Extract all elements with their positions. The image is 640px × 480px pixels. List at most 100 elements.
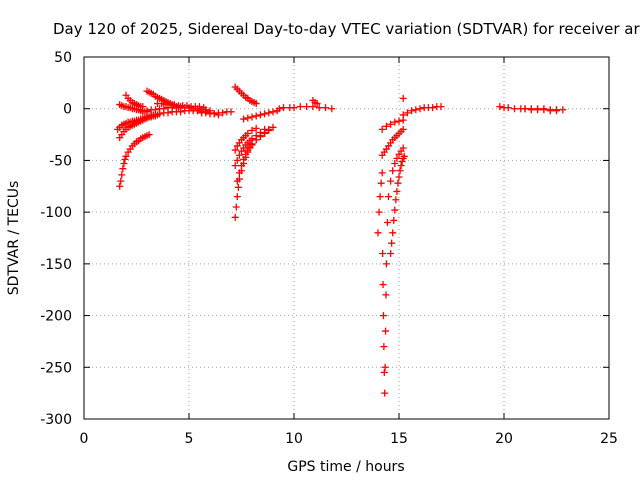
data-point: [244, 130, 252, 138]
data-point: [183, 102, 191, 110]
data-point: [398, 157, 406, 165]
data-point: [231, 162, 239, 170]
data-point: [202, 109, 210, 117]
data-point: [275, 105, 283, 113]
x-tick-label: 10: [285, 431, 303, 447]
data-point: [313, 100, 321, 108]
data-point: [416, 105, 424, 113]
data-point: [387, 250, 395, 258]
y-tick-label: -250: [40, 360, 72, 376]
y-tick-label: -200: [40, 309, 72, 325]
data-point: [387, 177, 395, 185]
series-arc-w: [399, 103, 445, 119]
data-point: [392, 196, 400, 204]
data-point: [248, 126, 256, 134]
data-point: [265, 109, 273, 117]
data-point: [117, 177, 125, 185]
data-point: [196, 103, 203, 111]
series-arc-z: [521, 105, 560, 114]
data-point: [399, 111, 407, 119]
data-point: [403, 109, 411, 117]
data-point: [147, 112, 155, 120]
data-point: [534, 105, 542, 113]
data-point: [504, 104, 512, 112]
data-point: [381, 363, 389, 371]
data-point: [328, 105, 336, 113]
data-point: [248, 113, 256, 121]
data-point: [143, 113, 151, 121]
series-arc-e: [122, 91, 147, 111]
data-point: [177, 108, 185, 116]
x-tick-label: 0: [80, 431, 89, 447]
series-arc-r: [309, 96, 321, 108]
data-point: [315, 104, 323, 112]
data-point: [242, 150, 250, 158]
series-arc-l: [233, 123, 277, 185]
data-point: [377, 179, 385, 187]
data-point: [233, 193, 241, 201]
data-point: [143, 107, 151, 115]
data-point: [374, 229, 382, 237]
data-point: [546, 106, 554, 114]
data-point: [395, 173, 403, 181]
data-point: [234, 183, 242, 191]
series-arc-n: [231, 124, 260, 154]
series-arc-s: [374, 144, 407, 397]
data-point: [389, 229, 397, 237]
grid-lines: [84, 57, 609, 419]
data-point: [385, 193, 392, 201]
data-point: [227, 108, 235, 116]
data-point: [399, 144, 407, 152]
data-point: [122, 152, 130, 160]
data-point: [256, 129, 264, 137]
data-point: [252, 124, 260, 132]
data-point: [238, 162, 245, 170]
data-point: [437, 103, 445, 111]
series-arc-q: [275, 103, 336, 113]
data-point: [252, 112, 260, 120]
y-tick-label: -150: [40, 257, 72, 273]
data-point: [379, 281, 387, 289]
data-point: [235, 151, 243, 159]
data-point: [233, 177, 241, 185]
x-axis-label: GPS time / hours: [287, 459, 404, 475]
data-point: [391, 206, 399, 214]
data-point: [376, 193, 384, 201]
data-point: [322, 104, 329, 112]
data-point: [296, 103, 304, 111]
data-point: [193, 107, 201, 115]
data-point: [261, 110, 269, 118]
data-point: [553, 106, 560, 114]
data-point: [395, 117, 403, 125]
data-point: [391, 118, 399, 126]
data-point: [381, 389, 389, 397]
data-point: [231, 213, 239, 221]
y-tick-label: 50: [54, 50, 72, 66]
data-point: [235, 169, 243, 177]
data-point: [389, 167, 397, 175]
data-point: [375, 208, 383, 216]
data-point: [378, 125, 386, 133]
data-point: [233, 156, 241, 164]
data-point: [387, 120, 395, 128]
data-point: [261, 125, 269, 133]
data-point: [559, 106, 567, 114]
series-arc-i: [154, 100, 208, 112]
data-point: [156, 110, 164, 118]
data-point: [139, 108, 147, 116]
data-point: [151, 111, 159, 119]
data-point: [393, 154, 401, 162]
data-point: [240, 115, 248, 123]
x-tick-label: 15: [390, 431, 408, 447]
data-point: [382, 122, 390, 130]
series-arc-x: [399, 94, 407, 102]
y-tick-label: -300: [40, 412, 72, 428]
series-arc-v: [378, 116, 407, 133]
data-point: [280, 104, 287, 112]
data-point: [252, 100, 260, 108]
data-point: [393, 187, 401, 195]
data-point: [303, 103, 311, 111]
data-point: [121, 155, 129, 163]
data-point: [380, 368, 388, 376]
